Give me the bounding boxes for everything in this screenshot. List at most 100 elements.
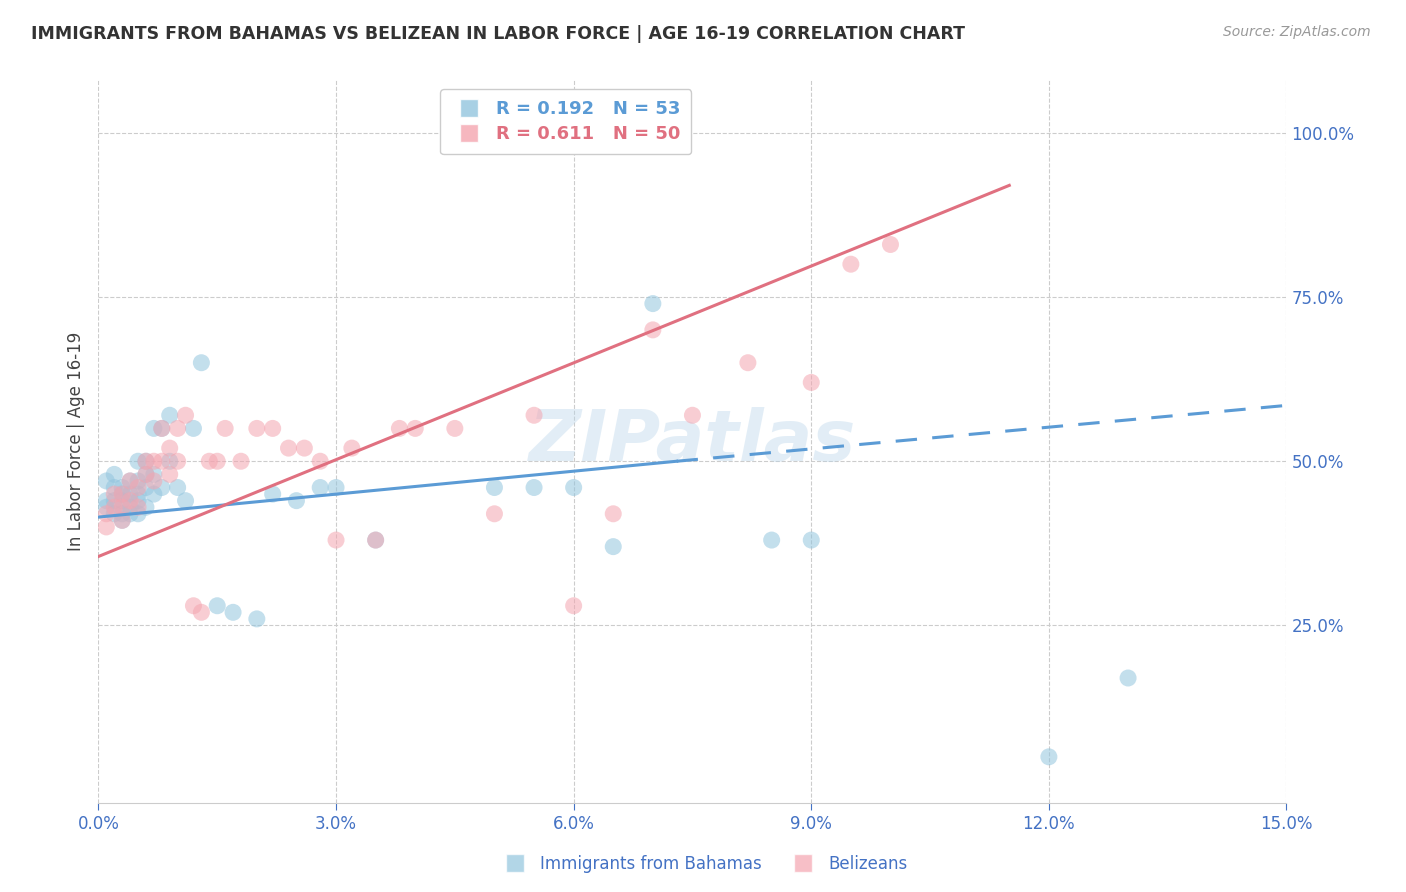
Point — [103, 487, 125, 501]
Point — [309, 481, 332, 495]
Point — [120, 474, 142, 488]
Point — [1116, 671, 1139, 685]
Point — [484, 481, 506, 495]
Point — [120, 493, 142, 508]
Point — [641, 296, 664, 310]
Point — [127, 487, 149, 501]
Point — [174, 409, 197, 423]
Point — [523, 409, 546, 423]
Point — [602, 507, 624, 521]
Point — [190, 356, 212, 370]
Point — [404, 421, 426, 435]
Point — [135, 467, 157, 482]
Point — [111, 507, 134, 521]
Point — [879, 237, 901, 252]
Point — [111, 513, 134, 527]
Point — [325, 481, 347, 495]
Point — [150, 454, 173, 468]
Point — [183, 599, 205, 613]
Point — [166, 454, 188, 468]
Point — [309, 454, 332, 468]
Point — [127, 507, 149, 521]
Y-axis label: In Labor Force | Age 16-19: In Labor Force | Age 16-19 — [66, 332, 84, 551]
Point — [135, 454, 157, 468]
Point — [262, 421, 284, 435]
Point — [222, 605, 245, 619]
Point — [120, 500, 142, 515]
Point — [166, 421, 188, 435]
Point — [111, 493, 134, 508]
Point — [340, 441, 363, 455]
Point — [325, 533, 347, 547]
Point — [103, 500, 125, 515]
Point — [364, 533, 387, 547]
Point — [142, 474, 165, 488]
Point — [120, 487, 142, 501]
Legend: R = 0.192   N = 53, R = 0.611   N = 50: R = 0.192 N = 53, R = 0.611 N = 50 — [440, 89, 692, 154]
Point — [120, 507, 142, 521]
Point — [96, 520, 118, 534]
Point — [1038, 749, 1060, 764]
Point — [292, 441, 315, 455]
Point — [484, 507, 506, 521]
Point — [159, 454, 181, 468]
Point — [127, 454, 149, 468]
Point — [562, 481, 585, 495]
Point — [120, 474, 142, 488]
Point — [214, 421, 236, 435]
Point — [205, 454, 228, 468]
Point — [246, 612, 269, 626]
Text: IMMIGRANTS FROM BAHAMAS VS BELIZEAN IN LABOR FORCE | AGE 16-19 CORRELATION CHART: IMMIGRANTS FROM BAHAMAS VS BELIZEAN IN L… — [31, 25, 965, 43]
Point — [142, 421, 165, 435]
Point — [127, 500, 149, 515]
Point — [150, 481, 173, 495]
Point — [388, 421, 411, 435]
Point — [205, 599, 228, 613]
Point — [246, 421, 269, 435]
Point — [111, 500, 134, 515]
Point — [737, 356, 759, 370]
Point — [159, 409, 181, 423]
Point — [641, 323, 664, 337]
Point — [96, 507, 118, 521]
Point — [364, 533, 387, 547]
Point — [444, 421, 467, 435]
Point — [839, 257, 862, 271]
Point — [150, 421, 173, 435]
Legend: Immigrants from Bahamas, Belizeans: Immigrants from Bahamas, Belizeans — [492, 848, 914, 880]
Point — [135, 500, 157, 515]
Point — [135, 467, 157, 482]
Point — [96, 474, 118, 488]
Point — [103, 507, 125, 521]
Point — [96, 493, 118, 508]
Point — [135, 481, 157, 495]
Point — [103, 467, 125, 482]
Point — [111, 487, 134, 501]
Point — [229, 454, 252, 468]
Point — [150, 421, 173, 435]
Point — [103, 493, 125, 508]
Point — [142, 467, 165, 482]
Point — [262, 487, 284, 501]
Point — [277, 441, 299, 455]
Point — [681, 409, 703, 423]
Point — [111, 487, 134, 501]
Point — [602, 126, 624, 140]
Point — [800, 533, 823, 547]
Point — [523, 481, 546, 495]
Point — [127, 481, 149, 495]
Point — [127, 493, 149, 508]
Point — [183, 421, 205, 435]
Point — [127, 474, 149, 488]
Text: Source: ZipAtlas.com: Source: ZipAtlas.com — [1223, 25, 1371, 39]
Point — [96, 500, 118, 515]
Point — [761, 533, 783, 547]
Point — [190, 605, 212, 619]
Point — [562, 599, 585, 613]
Point — [159, 467, 181, 482]
Text: ZIPatlas: ZIPatlas — [529, 407, 856, 476]
Point — [111, 513, 134, 527]
Point — [142, 487, 165, 501]
Point — [103, 481, 125, 495]
Point — [166, 481, 188, 495]
